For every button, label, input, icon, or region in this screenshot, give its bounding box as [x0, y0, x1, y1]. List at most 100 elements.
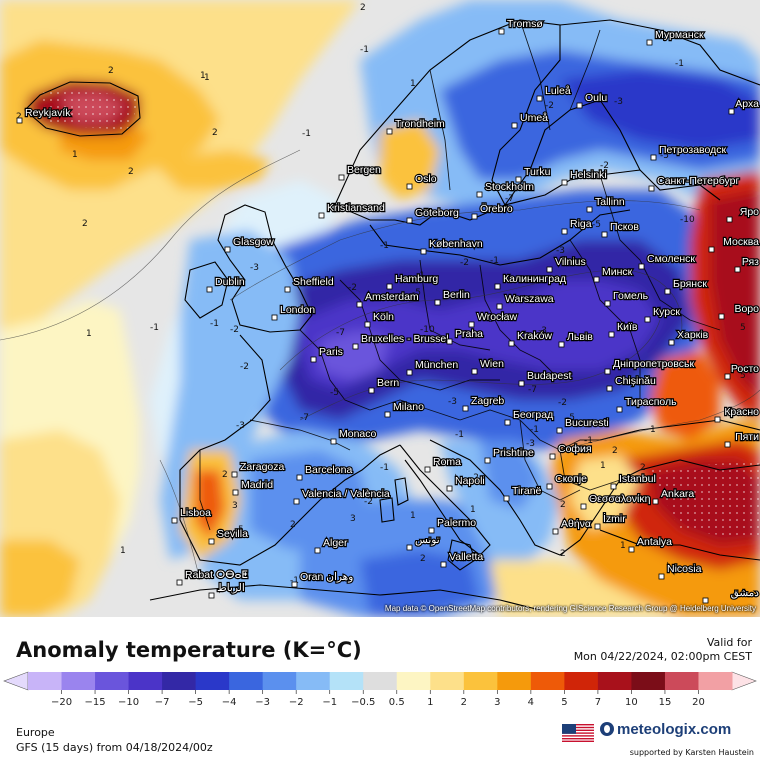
city-dot — [310, 356, 317, 363]
city-label: Budapest — [527, 370, 571, 382]
city-label: Trondheim — [395, 118, 445, 130]
city-marker: Харків — [668, 328, 710, 346]
scale-tick-label: −5 — [188, 697, 203, 708]
brand-logo[interactable]: meteologix.com — [600, 721, 731, 738]
city-label: Санкт-Петербург — [657, 175, 740, 187]
valid-for-label: Valid for — [706, 636, 752, 649]
city-marker: Гомель — [604, 289, 650, 307]
contour-label: -3 — [250, 263, 259, 273]
city-marker: Oslo — [406, 172, 438, 190]
city-label: София — [558, 443, 592, 455]
contour-label: -2 — [240, 362, 249, 372]
city-label: Ряз — [742, 256, 759, 268]
city-label: Αθήνα — [561, 518, 591, 530]
city-marker: Красно — [714, 405, 760, 423]
city-label: Napoli — [455, 475, 485, 487]
contour-label: 1 — [200, 71, 206, 81]
meteologix-logo-icon — [600, 722, 614, 736]
contour-label: 5 — [740, 323, 746, 333]
contour-label: -2 — [460, 258, 469, 268]
city-marker: Dublin — [206, 275, 246, 293]
city-label: Örebro — [480, 203, 513, 215]
city-dot — [428, 527, 435, 534]
city-dot — [728, 108, 735, 115]
city-dot — [232, 489, 239, 496]
city-dot — [604, 300, 611, 307]
city-label: Milano — [393, 401, 424, 413]
city-marker: Bern — [368, 376, 401, 394]
city-label: Tallinn — [595, 196, 625, 208]
city-label: Nicosia — [667, 563, 702, 575]
city-label: København — [429, 238, 483, 250]
city-label: Umeå — [520, 112, 548, 124]
city-label: Курск — [653, 306, 680, 318]
contour-label: 2 — [640, 463, 646, 473]
city-label: Дніпропетровськ — [613, 358, 694, 370]
contour-label: -1 — [290, 576, 299, 586]
city-label: Barcelona — [305, 464, 352, 476]
city-dot — [503, 495, 510, 502]
city-dot — [424, 466, 431, 473]
city-dot — [420, 248, 427, 255]
city-label: Тирасполь — [625, 396, 677, 408]
city-dot — [176, 579, 183, 586]
city-label: Гомель — [613, 290, 649, 302]
city-marker: Napoli — [446, 474, 486, 492]
city-dot — [284, 286, 291, 293]
city-label: Praha — [455, 328, 483, 340]
city-marker: Glasgow — [224, 235, 275, 253]
city-dot — [576, 102, 583, 109]
contour-label: 2 — [16, 112, 22, 122]
city-marker: København — [420, 237, 484, 255]
city-marker: Bucuresti — [556, 416, 610, 434]
city-label: Kristiansand — [327, 202, 385, 214]
city-label: Luleå — [545, 85, 571, 97]
city-dot — [446, 485, 453, 492]
contour-label: -3 — [236, 421, 245, 431]
contour-label: 2 — [420, 554, 426, 564]
contour-label: 1 — [600, 461, 606, 471]
city-marker: Riga — [561, 217, 593, 235]
city-dot — [724, 441, 731, 448]
contour-label: -2 — [468, 519, 477, 529]
city-marker: Amsterdam — [356, 290, 420, 308]
city-marker: Zagreb — [462, 394, 506, 412]
city-marker: دمشق — [702, 586, 760, 604]
scale-swatch — [162, 672, 197, 690]
city-label: Palermo — [437, 517, 476, 529]
city-label: Bucuresti — [565, 417, 609, 429]
temperature-anomaly-map[interactable]: -1 -1 -2 -2 -3 -1 -5 -7 -10 -5 -3 -1 1 2 2 1 2 -2 -3 -5 -10-… — [0, 0, 760, 617]
city-label: Sheffield — [293, 276, 334, 288]
brand-name: meteologix.com — [617, 721, 732, 738]
city-marker: Reykjavík — [16, 106, 72, 124]
city-marker: Madrid — [232, 478, 274, 496]
scale-swatch — [597, 672, 632, 690]
city-dot — [296, 474, 303, 481]
city-dot — [580, 503, 587, 510]
city-label: Росто — [731, 363, 759, 375]
city-marker: Kristiansand — [318, 201, 386, 219]
city-layer: Tromsø Мурманск Reykjavík Luleå Oulu Арха Umeå… — [16, 17, 760, 604]
contour-label: -3 — [526, 439, 535, 449]
city-label: London — [280, 304, 315, 316]
city-marker: Berlin — [434, 288, 471, 306]
scale-tick-label: −2 — [289, 697, 304, 708]
scale-tick-label: 2 — [461, 697, 467, 708]
city-label: Lisboa — [180, 507, 211, 519]
contour-label: 2 — [82, 219, 88, 229]
city-dot — [494, 283, 501, 290]
city-marker: Valletta — [440, 550, 485, 568]
scale-swatch — [631, 672, 666, 690]
city-marker: Palermo — [428, 516, 477, 534]
city-label: Kraków — [517, 330, 552, 342]
city-label: Львів — [567, 331, 593, 343]
city-dot — [171, 517, 178, 524]
contour-label: 1 — [470, 505, 476, 515]
scale-tick-label: 1 — [427, 697, 433, 708]
city-marker: Vilnius — [546, 255, 587, 273]
scale-swatch — [329, 672, 364, 690]
scale-swatch — [61, 672, 96, 690]
city-dot — [356, 301, 363, 308]
city-marker: Roma — [424, 455, 462, 473]
scale-swatch — [195, 672, 230, 690]
